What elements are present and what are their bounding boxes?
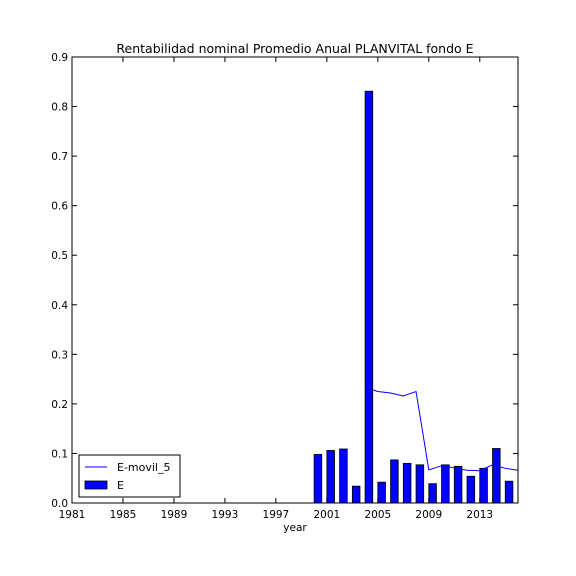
y-tick-label-0.5: 0.5 [51, 250, 68, 262]
legend-label-bar: E [117, 479, 124, 492]
bar-2003 [351, 485, 361, 503]
plot-frame [71, 56, 519, 504]
x-tick-label-2013: 2013 [466, 509, 493, 521]
bar-2000 [313, 454, 323, 503]
line-series-e-movil-5 [364, 387, 518, 472]
bar-2011 [453, 465, 463, 503]
x-tick-label-1989: 1989 [161, 509, 188, 521]
x-tick-label-1985: 1985 [110, 509, 137, 521]
x-tick-label-1981: 1981 [59, 509, 86, 521]
bar-2013 [479, 467, 488, 503]
x-tick-label-2001: 2001 [313, 509, 340, 521]
y-tick-label-0.7: 0.7 [51, 151, 68, 163]
bar-2006 [390, 459, 399, 503]
bar-2001 [326, 450, 335, 503]
bar-2007 [402, 462, 412, 503]
y-tick-label-0.9: 0.9 [51, 52, 68, 64]
x-axis-label: year [283, 522, 307, 534]
chart-title: Rentabilidad nominal Promedio Anual PLAN… [116, 41, 473, 56]
y-tick-label-0.8: 0.8 [51, 102, 68, 114]
bar-2009 [428, 483, 437, 503]
bar-2014 [492, 448, 501, 503]
y-tick-label-0.4: 0.4 [51, 300, 68, 312]
y-tick-label-0.2: 0.2 [51, 399, 68, 411]
y-tick-label-0.6: 0.6 [51, 201, 68, 213]
bar-2012 [466, 475, 476, 503]
x-tick-label-2009: 2009 [415, 509, 442, 521]
x-axis: 1981 1985 1989 1993 1997 2001 2005 2009 2013 [59, 57, 493, 521]
legend-bar-swatch [84, 480, 108, 490]
bar-2010 [441, 464, 450, 503]
bar-2015 [504, 480, 514, 503]
legend: E-movil_5 E [78, 454, 181, 498]
x-tick-label-2005: 2005 [364, 509, 391, 521]
plot-content [313, 90, 518, 503]
bar-2008 [415, 464, 425, 503]
bar-2004 [364, 90, 374, 503]
bar-2002 [339, 448, 348, 503]
plot-area [71, 56, 519, 504]
y-tick-label-0.1: 0.1 [51, 448, 68, 460]
x-tick-label-1997: 1997 [263, 509, 290, 521]
legend-label-line: E-movil_5 [117, 461, 171, 474]
y-axis: 0.0 0.1 0.2 0.3 0.4 0.5 0.6 0.7 0.8 0.9 [51, 52, 518, 510]
legend-box [78, 454, 181, 498]
y-tick-label-0.3: 0.3 [51, 349, 68, 361]
bar-2005 [377, 481, 386, 503]
y-tick-label-0.0: 0.0 [51, 498, 68, 510]
x-tick-label-1993: 1993 [212, 509, 239, 521]
